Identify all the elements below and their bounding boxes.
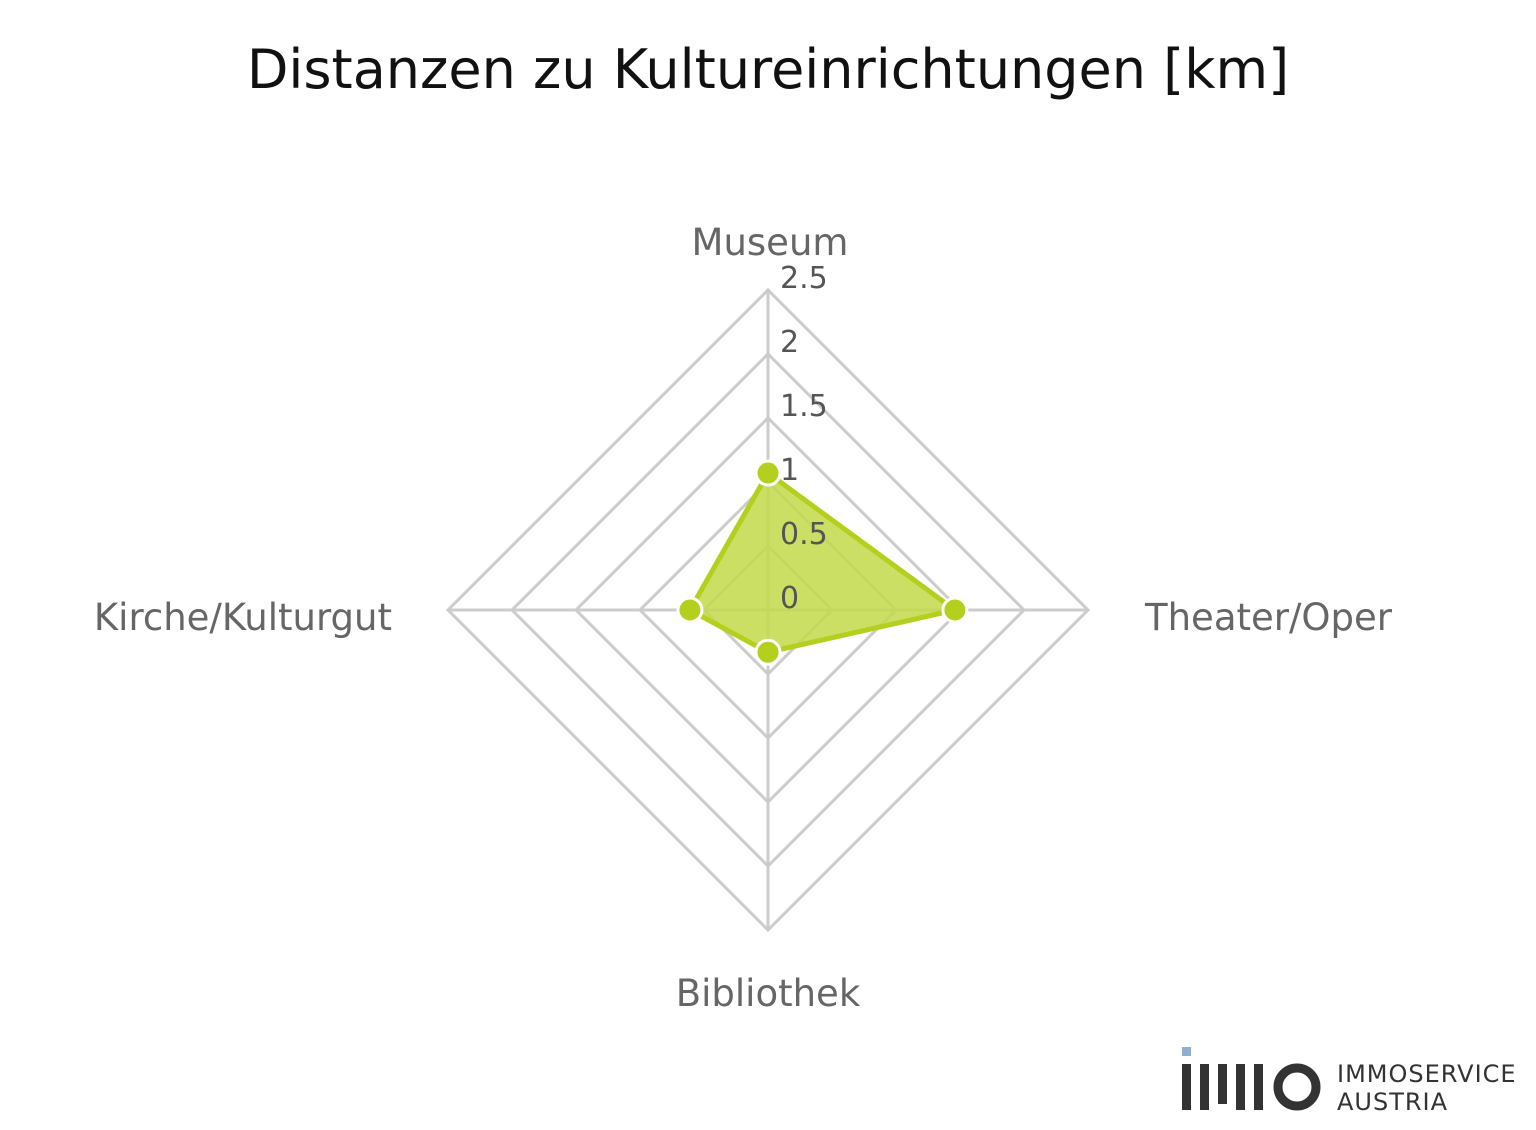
radial-tick-label: 2 — [780, 325, 799, 360]
category-label: Kirche/Kulturgut — [94, 596, 392, 639]
logo-line-2: AUSTRIA — [1337, 1088, 1449, 1116]
logo-bar — [1254, 1064, 1263, 1110]
logo-bar — [1236, 1064, 1245, 1110]
logo-ring — [1273, 1063, 1321, 1111]
logo-line-1: IMMOSERVICE — [1337, 1060, 1517, 1088]
data-point — [676, 596, 704, 624]
data-point — [754, 459, 782, 487]
radial-tick-label: 1 — [780, 453, 799, 488]
radial-tick-label: 1.5 — [780, 389, 828, 424]
logo-text: IMMOSERVICE AUSTRIA — [1337, 1060, 1517, 1116]
category-label: Bibliothek — [676, 972, 861, 1015]
radial-tick-label: 0 — [780, 581, 799, 616]
chart-title: Distanzen zu Kultureinrichtungen [km] — [246, 38, 1290, 101]
logo-bar — [1182, 1064, 1191, 1110]
data-point — [754, 638, 782, 666]
logo-dot — [1182, 1047, 1191, 1056]
radial-tick-label: 2.5 — [780, 261, 828, 296]
data-point — [941, 596, 969, 624]
category-label: Museum — [692, 221, 849, 264]
category-label: Theater/Oper — [1144, 596, 1393, 639]
logo-bar — [1218, 1064, 1227, 1104]
logo-bar — [1200, 1064, 1209, 1110]
radial-tick-label: 0.5 — [780, 517, 828, 552]
